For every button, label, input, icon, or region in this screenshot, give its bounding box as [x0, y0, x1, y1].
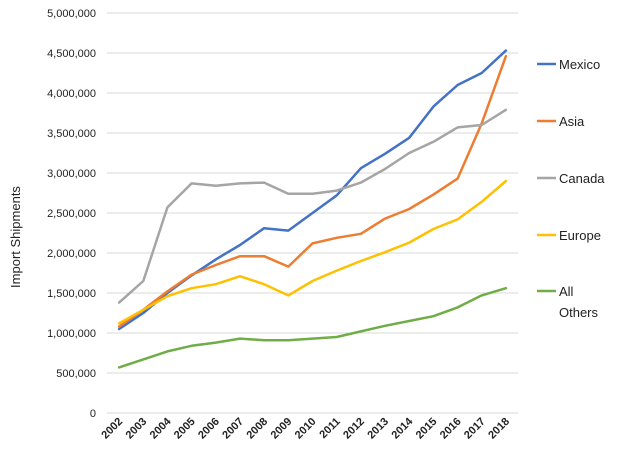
x-tick-label: 2004: [148, 415, 174, 441]
y-tick-label: 1,000,000: [47, 328, 96, 340]
legend: Mexico Asia Canada Europe All Others: [537, 57, 605, 320]
x-tick-label: 2012: [341, 416, 367, 442]
x-tick-label: 2005: [172, 416, 198, 442]
legend-asia-label: Asia: [559, 114, 585, 129]
x-tick-label: 2018: [486, 416, 512, 442]
legend-all-others-label: All: [559, 284, 574, 299]
x-tick-label: 2008: [244, 416, 270, 442]
legend-europe-label: Europe: [559, 228, 601, 243]
y-tick-label: 2,500,000: [47, 208, 96, 220]
legend-mexico-label: Mexico: [559, 57, 600, 72]
series-line-canada: [117, 108, 508, 304]
legend-all-others-label: Others: [559, 305, 599, 320]
x-tick-label: 2014: [390, 415, 416, 441]
y-tick-label: 500,000: [56, 368, 96, 380]
y-tick-label: 0: [90, 408, 96, 420]
y-axis-tick-labels: 0 500,000 1,000,000 1,500,000 2,000,000 2,500…: [47, 8, 96, 420]
x-tick-label: 2009: [269, 416, 295, 442]
x-tick-label: 2011: [317, 416, 342, 441]
series-line-europe: [117, 179, 508, 325]
x-tick-label: 2010: [293, 416, 319, 442]
x-tick-label: 2002: [99, 416, 125, 442]
x-tick-label: 2016: [438, 416, 464, 442]
x-tick-label: 2017: [462, 416, 488, 442]
x-axis-tick-labels: 2002200320042005200620072008200920102011…: [99, 415, 512, 441]
series-lines: [117, 49, 508, 369]
y-tick-label: 4,500,000: [47, 48, 96, 60]
y-tick-label: 2,000,000: [47, 248, 96, 260]
series-line-asia: [117, 54, 508, 328]
y-tick-label: 1,500,000: [47, 288, 96, 300]
x-tick-label: 2013: [365, 416, 391, 442]
y-axis-title: Import Shipments: [8, 186, 23, 288]
x-tick-label: 2015: [414, 416, 440, 442]
y-tick-label: 5,000,000: [47, 8, 96, 20]
x-tick-label: 2003: [124, 416, 150, 442]
x-tick-label: 2006: [196, 416, 222, 442]
x-tick-label: 2007: [220, 416, 246, 442]
legend-canada-label: Canada: [559, 171, 605, 186]
series-line-all-others: [117, 286, 508, 369]
series-line-mexico: [117, 49, 508, 331]
y-tick-label: 4,000,000: [47, 88, 96, 100]
y-tick-label: 3,500,000: [47, 128, 96, 140]
y-tick-label: 3,000,000: [47, 168, 96, 180]
